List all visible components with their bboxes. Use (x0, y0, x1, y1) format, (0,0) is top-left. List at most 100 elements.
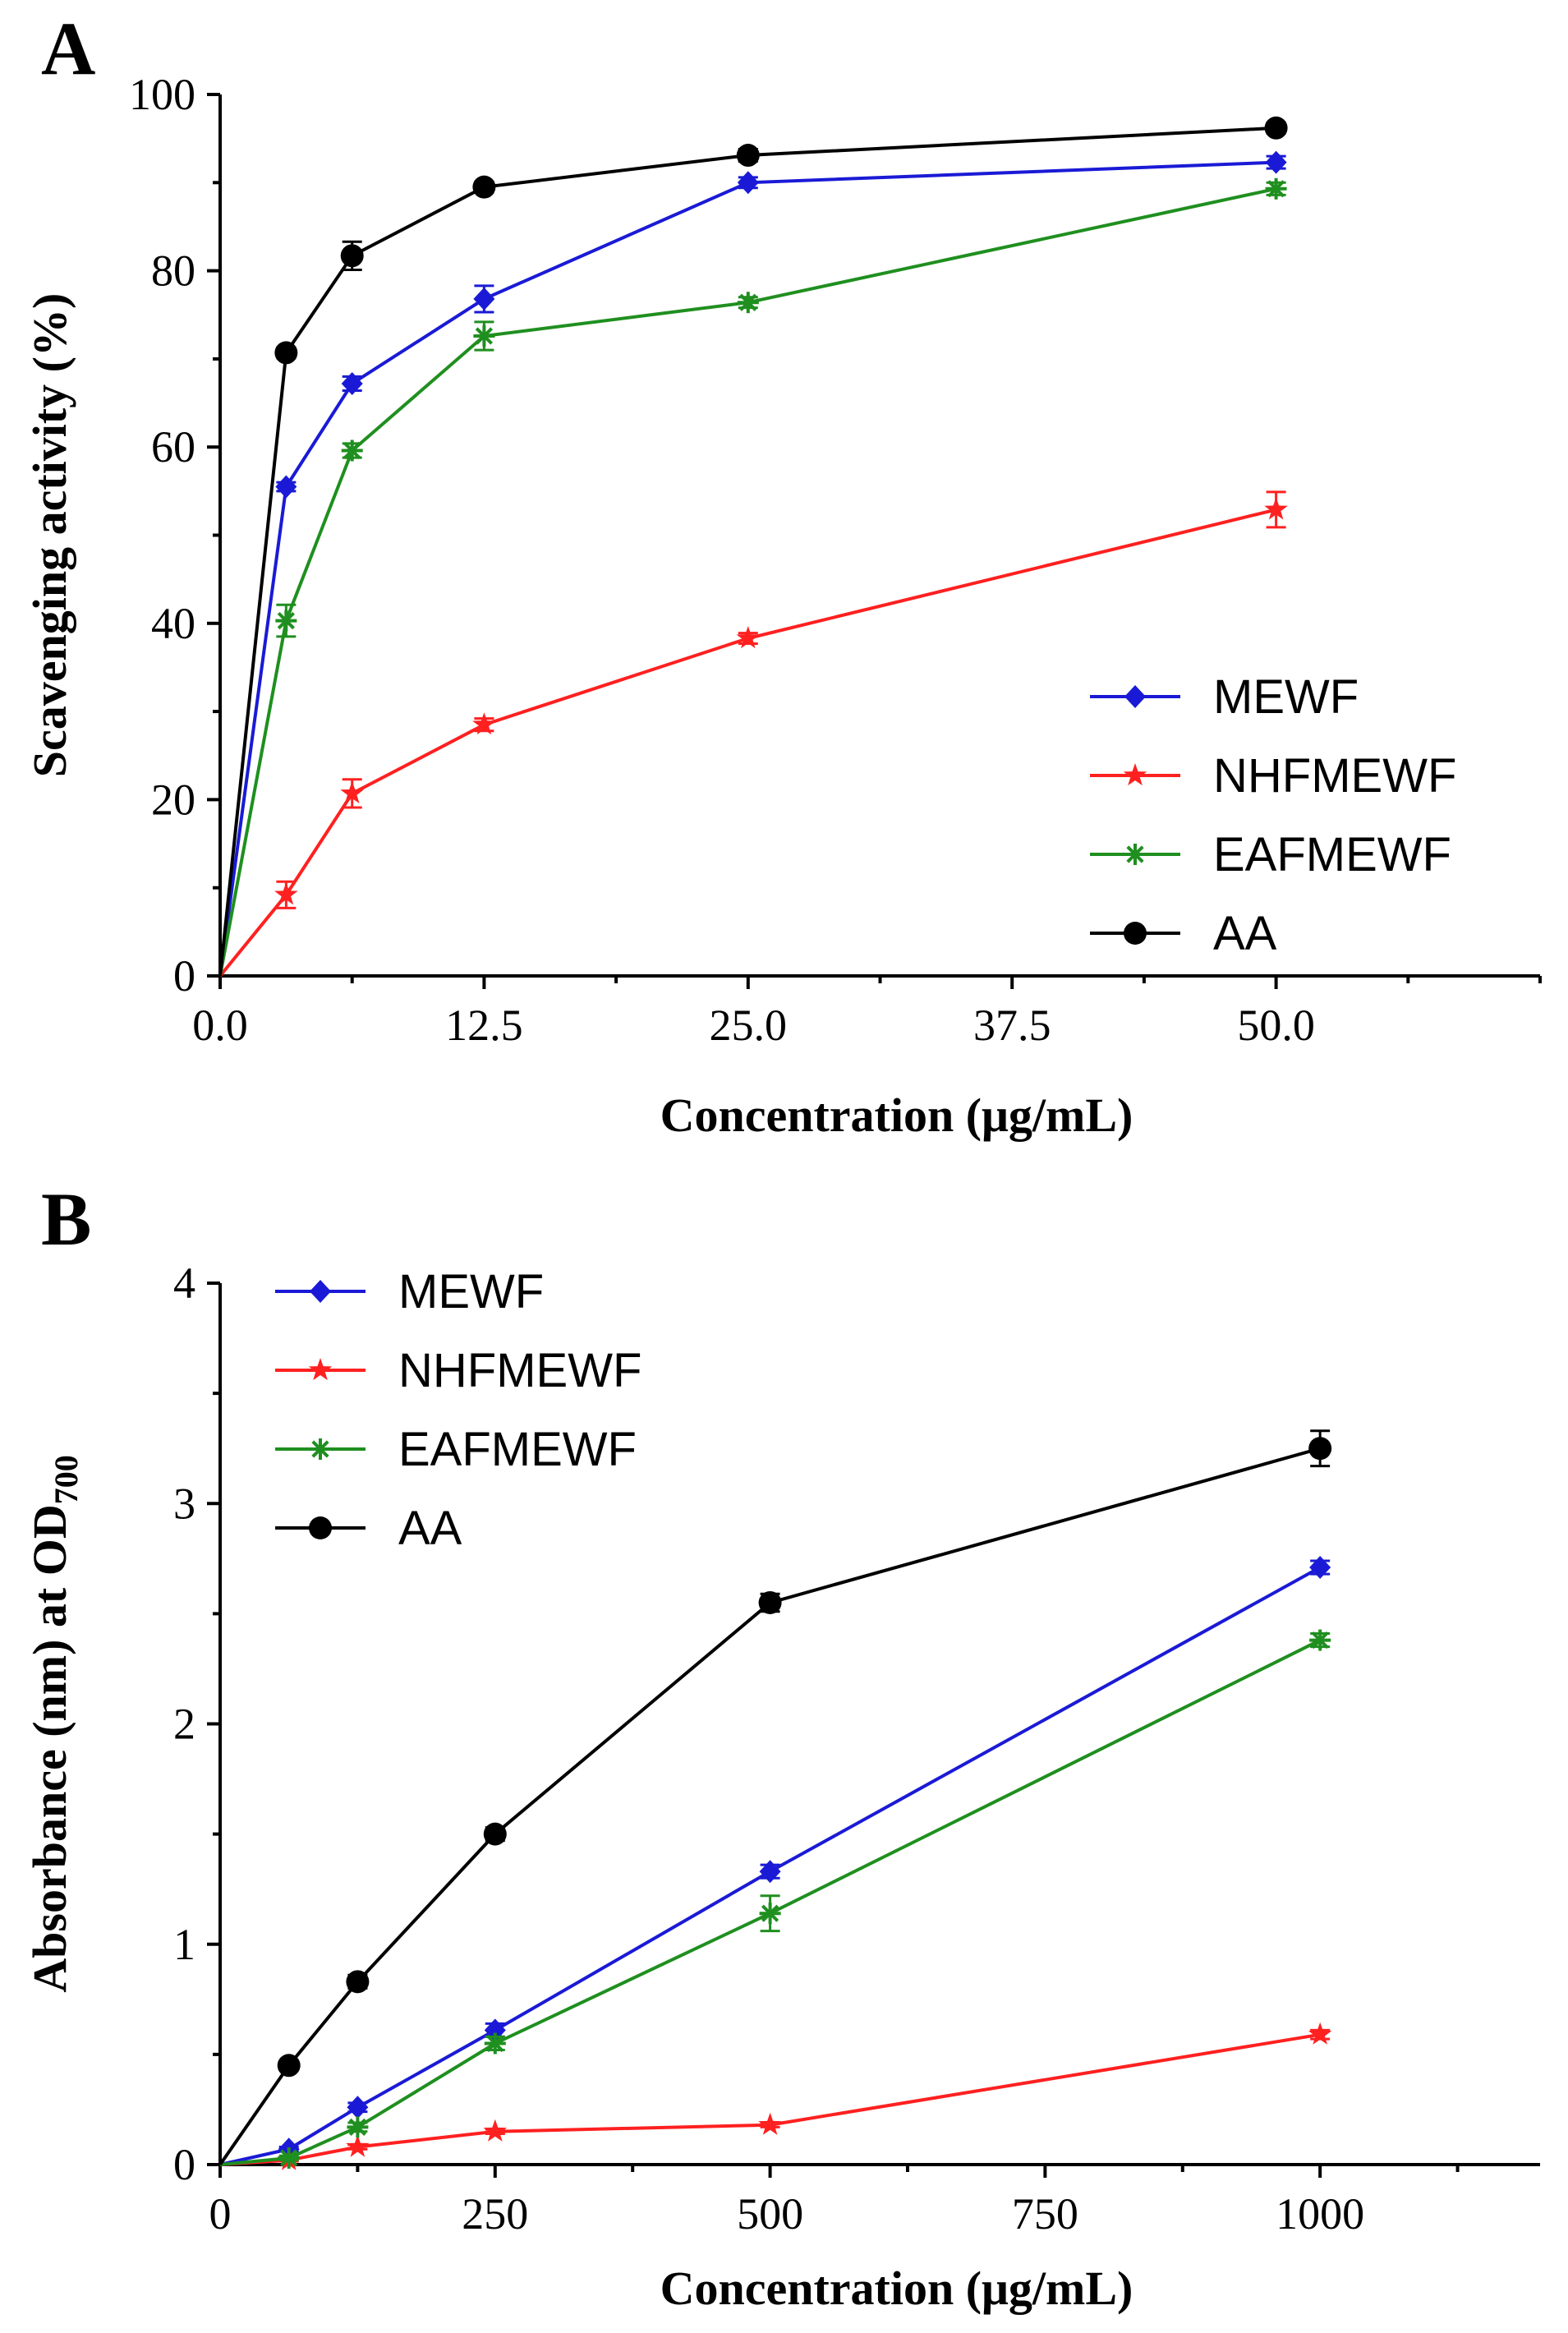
legend-label: EAFMEWF (1213, 828, 1451, 881)
data-point (483, 2119, 508, 2142)
legend-label: MEWF (1213, 670, 1359, 724)
data-point (473, 287, 495, 311)
data-point (274, 882, 298, 905)
data-point (346, 1970, 370, 1994)
y-axis-title: Scavenging activity (%) (23, 293, 76, 778)
data-point (1264, 497, 1288, 520)
series-nhfmewf (218, 490, 1288, 978)
x-tick-label: 250 (462, 2189, 528, 2239)
data-point (341, 371, 363, 395)
data-point (278, 2147, 300, 2169)
legend-item-eafmewf: EAFMEWF (275, 1423, 637, 1476)
series-nhfmewf (219, 2022, 1332, 2170)
legend-marker (309, 1516, 332, 1539)
series-line (218, 186, 1277, 977)
series-eafmewf (218, 177, 1287, 977)
data-point (1309, 1629, 1331, 1651)
legend-item-eafmewf: EAFMEWF (1090, 828, 1451, 881)
data-point (737, 171, 759, 195)
data-point (346, 2134, 370, 2157)
data-point (347, 2116, 369, 2138)
y-tick-label: 2 (173, 1700, 195, 1749)
legend-item-mewf: MEWF (275, 1265, 544, 1318)
x-tick-label: 12.5 (445, 1001, 523, 1050)
x-tick-label: 750 (1012, 2189, 1078, 2239)
x-tick-label: 500 (737, 2189, 803, 2239)
legend-label: MEWF (398, 1265, 544, 1318)
x-axis-title: Concentration (μg/mL) (660, 1088, 1133, 1142)
legend-item-aa: AA (1090, 907, 1277, 960)
series-line (218, 160, 1276, 977)
data-point (759, 1903, 781, 1925)
y-tick-label: 3 (173, 1479, 195, 1528)
data-point (1265, 177, 1287, 200)
data-point (472, 175, 496, 199)
y-axis-title-text: Absorbance (nm) at OD (23, 1504, 76, 1992)
data-point (1308, 2022, 1332, 2045)
y-tick-label: 60 (151, 422, 195, 472)
data-point (340, 780, 364, 803)
legend-marker (1124, 844, 1146, 865)
legend-label: EAFMEWF (398, 1423, 637, 1476)
data-point (473, 325, 495, 347)
x-tick-label: 25.0 (710, 1001, 788, 1050)
y-tick-label: 80 (151, 246, 195, 296)
data-point (758, 2112, 782, 2135)
legend-marker (308, 1358, 333, 1381)
y-tick-label: 4 (173, 1259, 195, 1308)
data-point (341, 439, 363, 462)
legend-item-aa: AA (275, 1502, 462, 1555)
y-tick-label: 1 (173, 1920, 195, 1969)
data-point (1309, 1556, 1331, 1580)
series-line (218, 1447, 1321, 2166)
y-tick-label: 0 (173, 951, 195, 1001)
data-point (759, 1860, 781, 1884)
x-tick-label: 50.0 (1237, 1001, 1315, 1050)
legend-marker (1123, 763, 1147, 786)
legend-marker (1124, 685, 1146, 708)
legend: MEWF NHFMEWF EAFMEWF AA (275, 1265, 641, 1555)
series-line (219, 1566, 1322, 2166)
series-aa (218, 1429, 1332, 2166)
data-point (347, 2096, 369, 2119)
data-point (472, 712, 496, 735)
data-point (736, 626, 761, 649)
y-tick-label: 0 (173, 2140, 195, 2189)
x-tick-label: 1000 (1276, 2189, 1364, 2239)
panel-label-a: A (41, 7, 95, 90)
y-axis-title-subscript: 700 (48, 1455, 85, 1504)
data-point (1265, 150, 1287, 174)
x-tick-label: 37.5 (973, 1001, 1051, 1050)
panel-label-b: B (41, 1177, 91, 1261)
series-eafmewf (219, 1629, 1331, 2169)
y-axis-title-text: Scavenging activity (%) (23, 293, 76, 778)
data-point (275, 610, 297, 632)
series-aa (218, 116, 1288, 977)
x-axis-title: Concentration (μg/mL) (660, 2262, 1133, 2315)
data-point (1264, 116, 1288, 140)
legend-label: AA (398, 1502, 462, 1555)
series-line (218, 126, 1276, 977)
y-tick-label: 40 (151, 599, 195, 648)
data-point (274, 341, 298, 365)
y-axis-title: Absorbance (nm) at OD700 (23, 1455, 85, 1992)
series-line (218, 508, 1277, 978)
legend-marker (1124, 922, 1147, 945)
y-tick-label: 100 (129, 70, 195, 119)
legend-label: AA (1213, 907, 1277, 960)
legend-item-mewf: MEWF (1090, 670, 1359, 724)
data-point (736, 144, 760, 168)
data-point (277, 2054, 301, 2078)
legend: MEWF NHFMEWF EAFMEWF AA (1090, 670, 1456, 960)
x-tick-label: 0.0 (192, 1001, 248, 1050)
data-point (737, 292, 759, 314)
y-tick-label: 20 (151, 775, 195, 824)
legend-marker (310, 1438, 331, 1460)
chart-panel-a: 0.0 12.5 25.0 37.5 50.0 0 20 40 60 80 100 Concentra… (23, 70, 1542, 1142)
legend-item-nhfmewf: NHFMEWF (275, 1344, 641, 1397)
data-point (484, 2032, 506, 2055)
series-line (219, 1638, 1322, 2166)
data-point (483, 1822, 507, 1846)
series-mewf (219, 1556, 1331, 2166)
